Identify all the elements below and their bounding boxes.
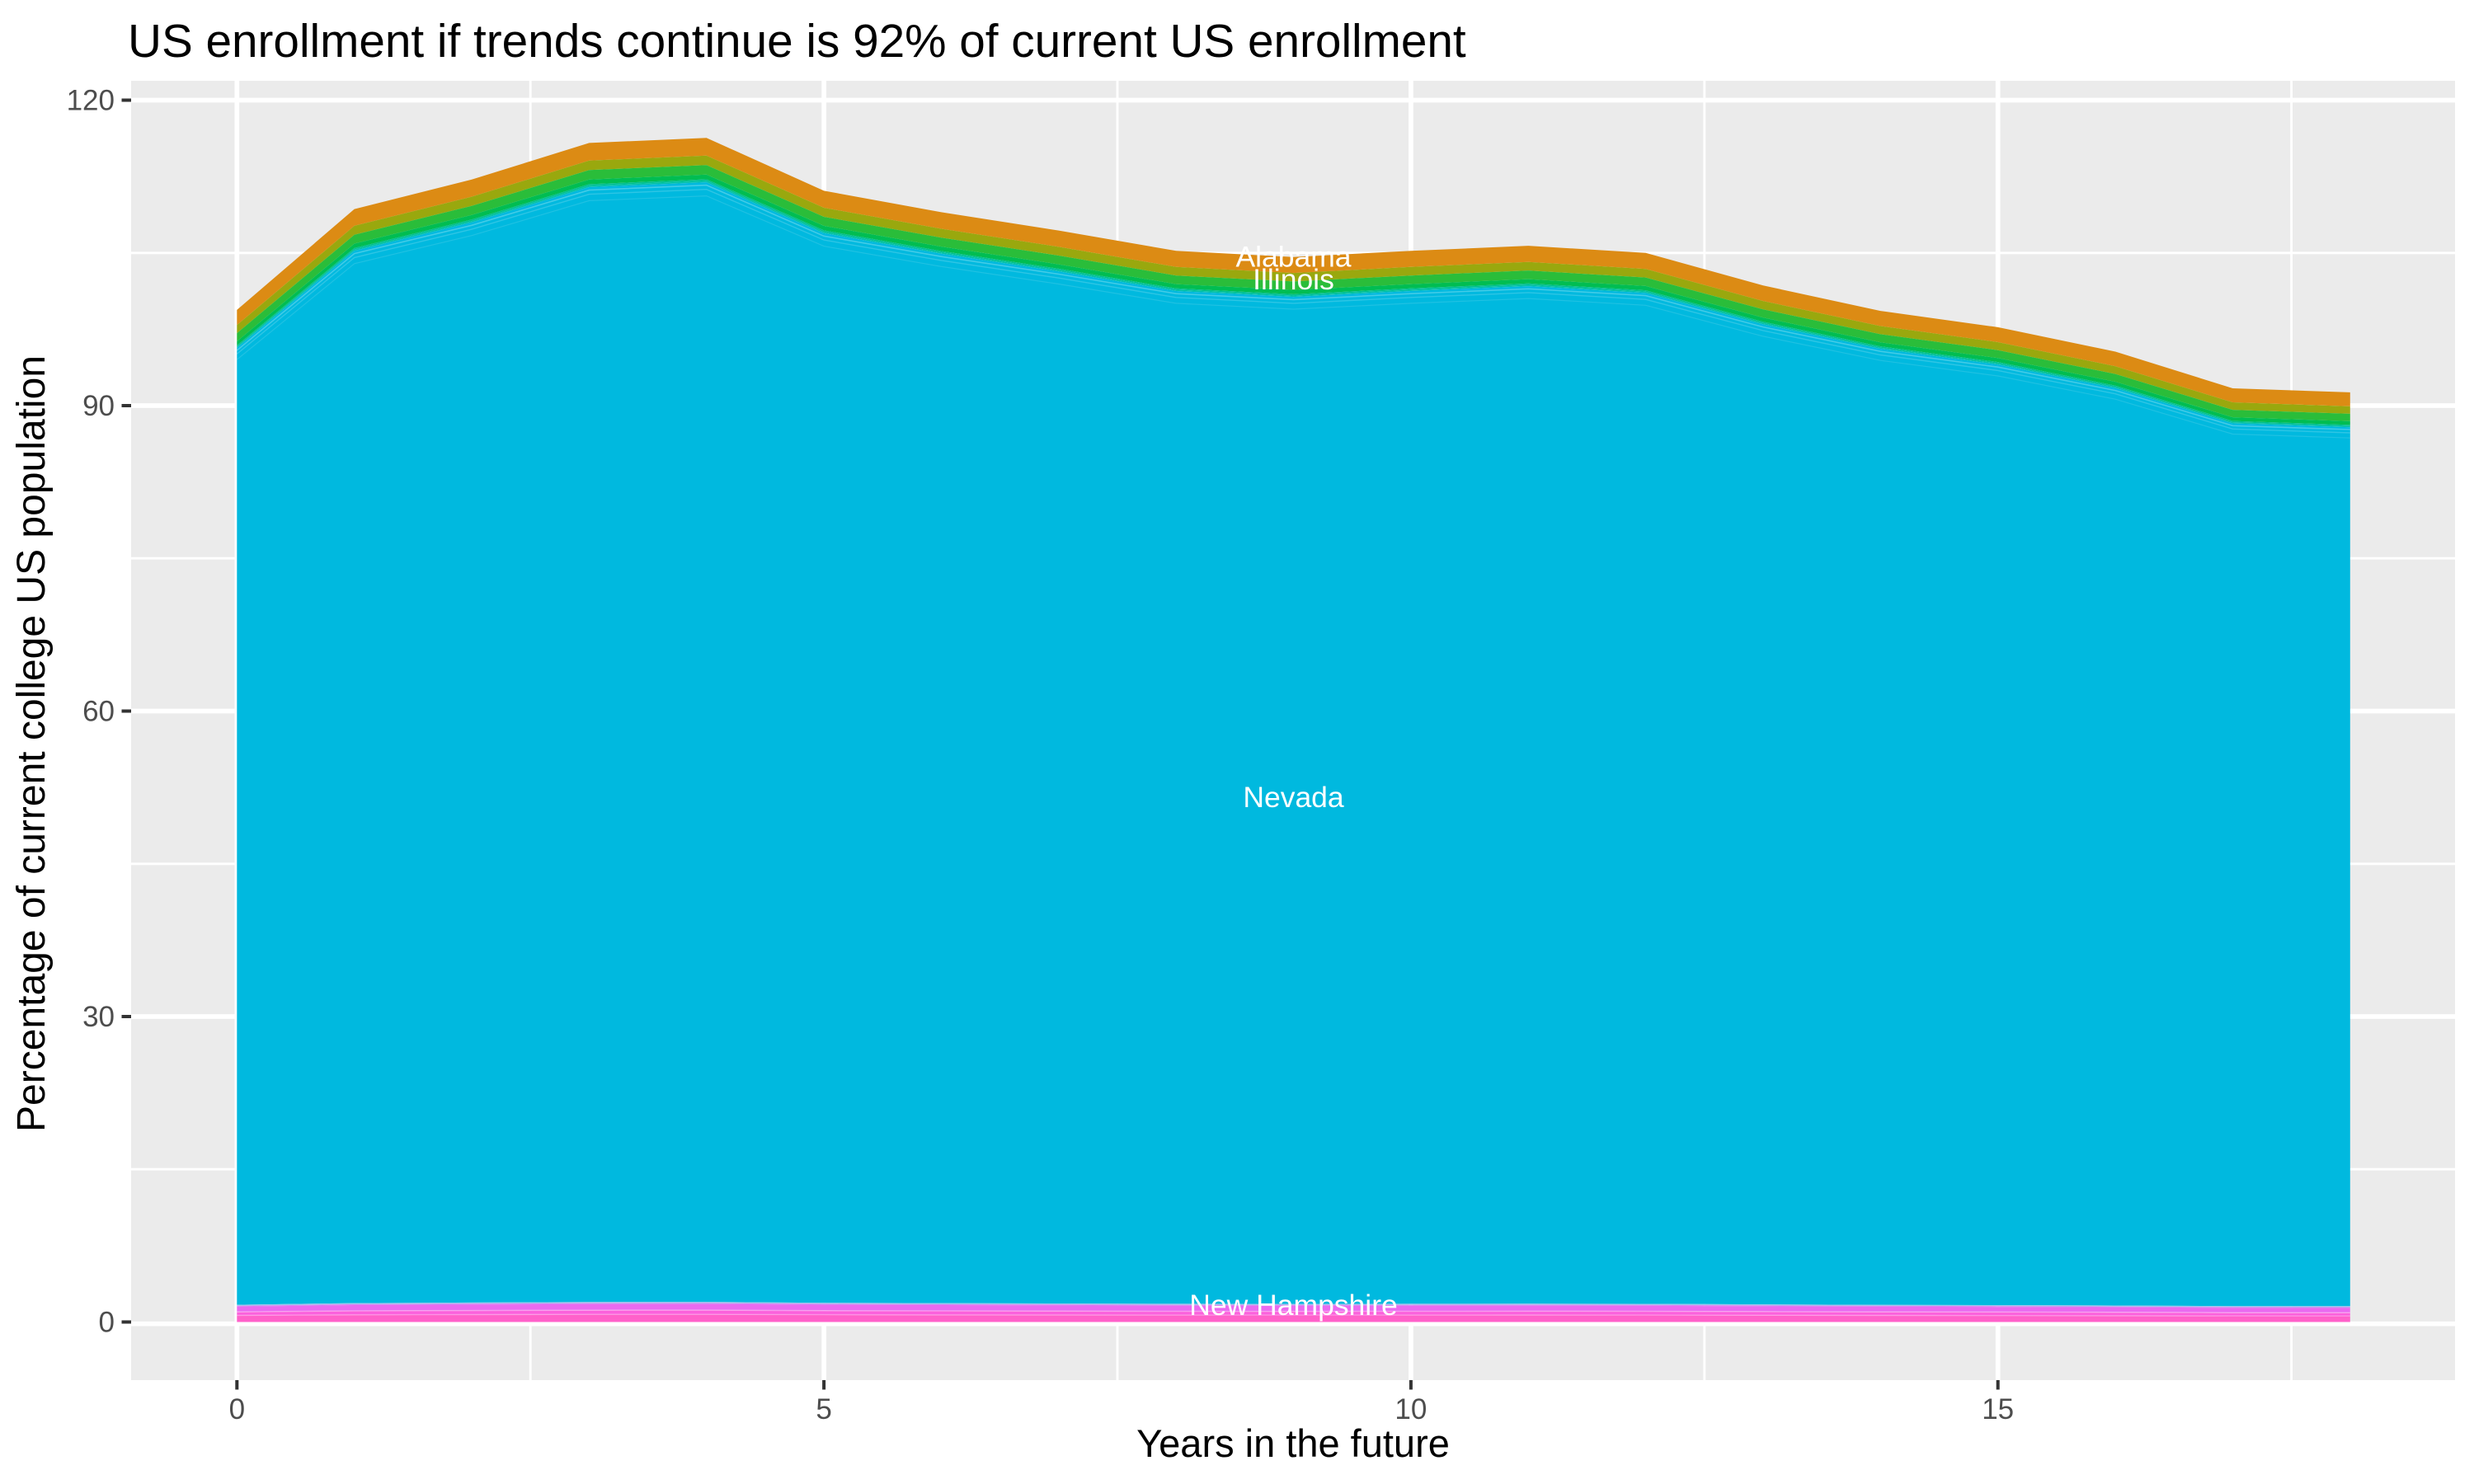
svg-text:Years in the future: Years in the future [1136, 1421, 1450, 1465]
svg-text:120: 120 [67, 85, 115, 117]
svg-text:0: 0 [229, 1393, 245, 1425]
svg-text:US enrollment if trends contin: US enrollment if trends continue is 92% … [128, 16, 1466, 68]
svg-text:Nevada: Nevada [1243, 781, 1344, 814]
svg-text:5: 5 [816, 1393, 831, 1425]
svg-text:60: 60 [82, 696, 115, 728]
svg-text:Illinois: Illinois [1253, 263, 1334, 296]
svg-text:0: 0 [99, 1307, 115, 1339]
svg-text:90: 90 [82, 390, 115, 422]
svg-text:Alabama: Alabama [1235, 241, 1351, 274]
svg-text:30: 30 [82, 1001, 115, 1033]
svg-text:10: 10 [1395, 1393, 1427, 1425]
svg-text:15: 15 [1982, 1393, 2014, 1425]
svg-text:Percentage of current college: Percentage of current college US populat… [10, 355, 54, 1132]
svg-text:New Hampshire: New Hampshire [1189, 1289, 1398, 1322]
